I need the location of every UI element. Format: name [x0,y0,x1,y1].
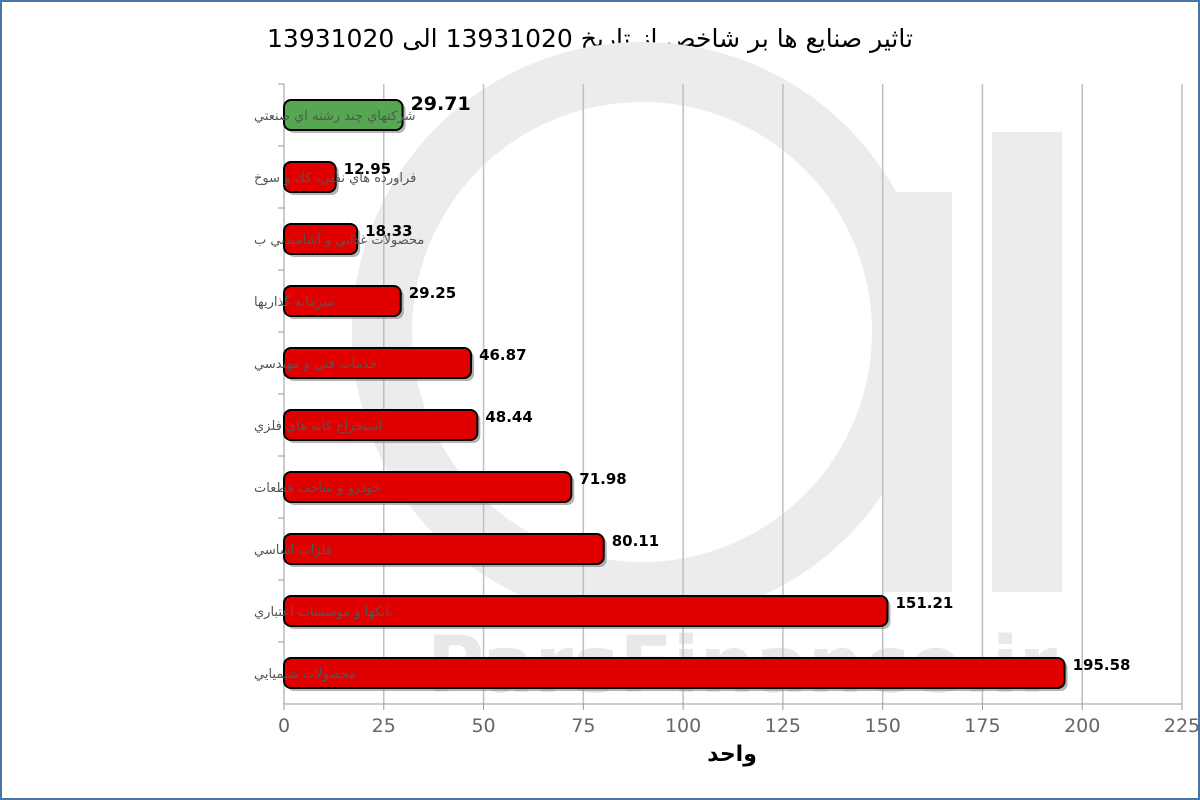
data-label: 12.95 [344,160,391,178]
bar [283,595,889,627]
x-tick-label: 225 [1164,715,1198,737]
x-axis-label: واحد [707,742,757,767]
category-label: شركتهاي چند رشته اي صنعتي [254,109,415,124]
x-tick-label: 200 [1064,715,1100,737]
bar [283,657,1066,689]
category-label: سرمايه گذاريها [254,294,334,310]
category-label: محصولات شيميايي [254,667,356,682]
category-label: خودرو و ساخت قطعات [254,481,381,496]
category-label: فلزات اساسي [254,543,332,558]
data-label: 80.11 [612,532,659,550]
watermark-pillar [882,192,952,592]
x-tick-label: 25 [372,715,396,737]
data-label: 48.44 [485,408,532,426]
category-label: محصولات غذايي و آشاميدني ب [254,231,424,248]
data-label: 29.71 [411,93,471,115]
watermark-pillar [992,132,1062,592]
x-tick-label: 0 [278,715,290,737]
bars [283,99,1068,691]
axes: 0 25 50 75 100 125 150 175 200 225 [278,83,1198,737]
bar [283,99,404,131]
data-label: 18.33 [365,222,412,240]
data-label: 71.98 [579,470,626,488]
bar [283,161,337,193]
bar [283,533,605,565]
x-tick-label: 175 [964,715,1000,737]
data-label: 151.21 [895,594,953,612]
data-label: 29.25 [409,284,456,302]
watermark-swoosh [352,42,932,622]
x-tick-label: 150 [865,715,901,737]
x-tick-label: 125 [765,715,801,737]
bar [283,285,402,317]
bar [283,471,573,503]
x-tick-label: 100 [665,715,701,737]
bar [283,223,359,255]
bar [283,347,473,379]
category-label: فراورده هاي نفتي، كك و سوخ [254,171,416,186]
x-tick-label: 75 [571,715,595,737]
data-label: 46.87 [479,346,526,364]
category-label: خدمات فني و مهندسي [254,357,377,372]
bar [283,409,479,441]
category-label: بانكها و موسسات اعتباري [254,605,393,620]
category-label: استخراج كانه هاي فلزي [254,419,382,434]
data-label: 195.58 [1073,656,1131,674]
x-tick-label: 50 [471,715,495,737]
